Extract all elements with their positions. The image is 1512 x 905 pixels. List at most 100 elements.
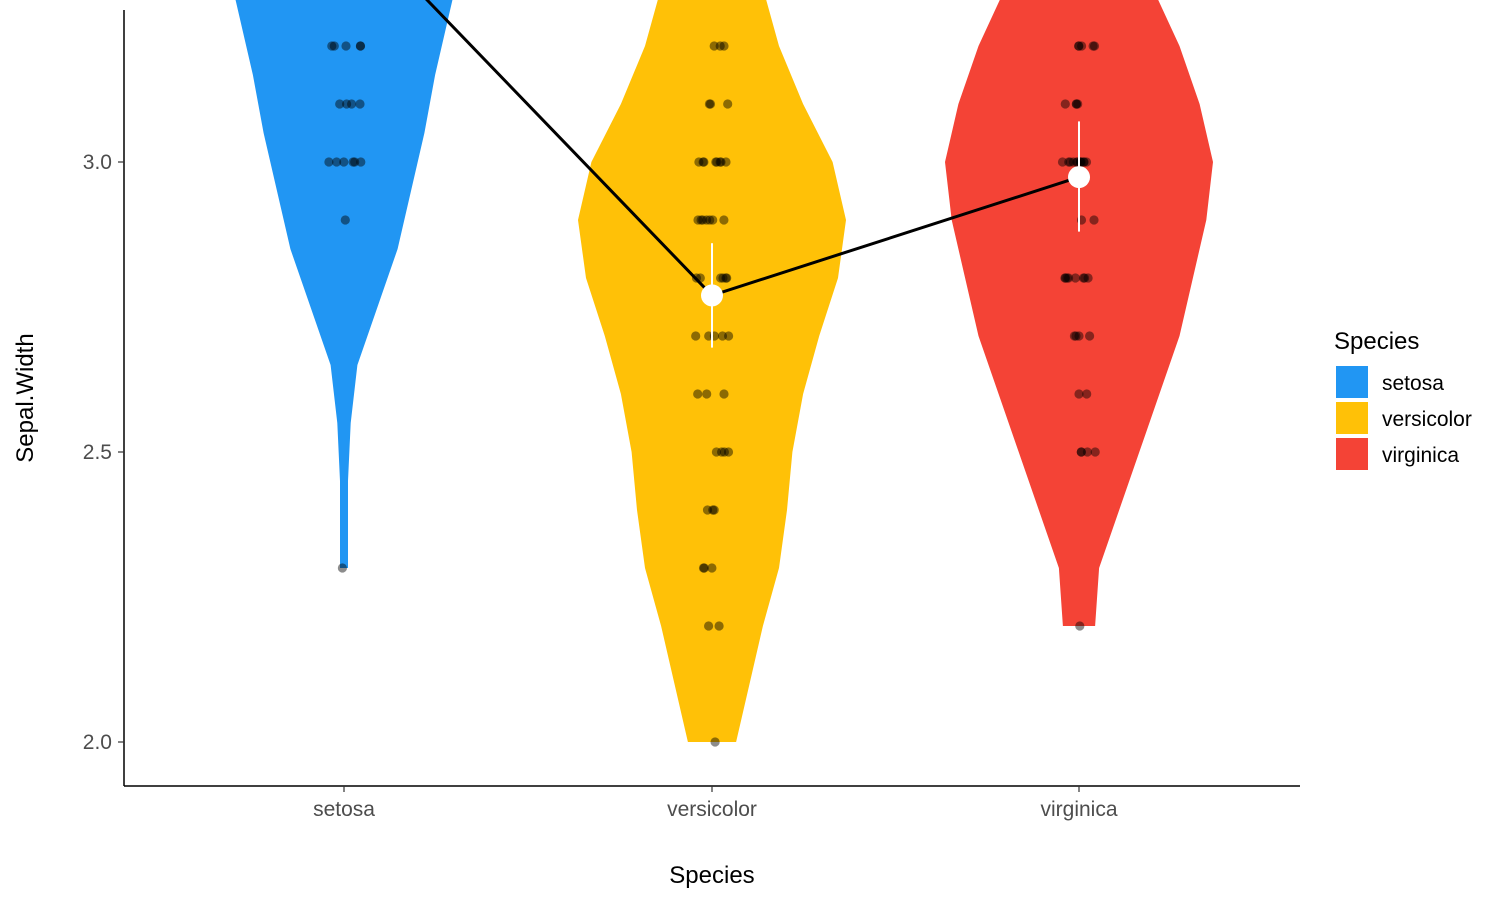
data-point xyxy=(709,505,719,515)
data-point xyxy=(324,157,334,167)
data-point xyxy=(355,41,366,51)
data-point xyxy=(708,505,718,515)
data-point xyxy=(339,157,349,167)
data-point xyxy=(721,273,731,283)
data-point xyxy=(327,41,337,51)
data-point xyxy=(1074,331,1084,341)
data-point xyxy=(332,157,342,167)
data-point xyxy=(1089,41,1100,51)
data-point xyxy=(719,215,729,225)
data-point xyxy=(1060,273,1071,283)
violin-virginica xyxy=(945,0,1213,626)
data-point xyxy=(1064,273,1074,283)
x-tick-label-versicolor: versicolor xyxy=(667,798,757,821)
data-point xyxy=(722,273,732,283)
data-point xyxy=(699,157,709,167)
data-point xyxy=(356,157,366,167)
data-point xyxy=(705,215,715,225)
data-point xyxy=(1090,447,1100,457)
data-point xyxy=(724,331,734,341)
data-point xyxy=(1065,157,1075,167)
data-point xyxy=(718,273,728,283)
y-axis-title: Sepal.Width xyxy=(12,333,39,462)
data-point xyxy=(702,389,712,399)
data-point xyxy=(337,563,347,573)
legend-label-versicolor: versicolor xyxy=(1382,408,1472,431)
data-point xyxy=(1071,331,1081,341)
data-point xyxy=(698,215,708,225)
data-point xyxy=(1078,273,1088,283)
data-point xyxy=(708,215,718,225)
data-point xyxy=(1079,157,1089,167)
x-axis-title: Species xyxy=(669,862,754,889)
data-point xyxy=(1080,273,1090,283)
data-point xyxy=(355,41,365,51)
data-point xyxy=(1060,273,1070,283)
data-point xyxy=(350,157,360,167)
violin-versicolor xyxy=(578,0,846,742)
data-point xyxy=(696,215,706,225)
data-point xyxy=(1074,41,1084,51)
data-point xyxy=(715,157,725,167)
data-point xyxy=(1074,389,1084,399)
mean-point-virginica xyxy=(1068,166,1090,189)
data-point xyxy=(712,157,722,167)
y-tick-label: 2.5 xyxy=(83,441,112,464)
data-point xyxy=(1081,157,1092,167)
legend-swatch-versicolor xyxy=(1336,402,1368,434)
y-tick-label: 3.0 xyxy=(83,151,112,174)
x-tick-label-virginica: virginica xyxy=(1040,798,1117,821)
data-point xyxy=(347,99,357,109)
data-point xyxy=(710,737,720,747)
data-point xyxy=(1076,447,1086,457)
data-point xyxy=(1077,41,1087,51)
legend-swatch-setosa xyxy=(1336,366,1368,398)
data-point xyxy=(1076,447,1086,457)
legend-label-setosa: setosa xyxy=(1382,372,1444,395)
data-point xyxy=(699,563,709,573)
data-point xyxy=(704,621,714,631)
legend-swatch-virginica xyxy=(1336,438,1368,470)
data-point xyxy=(1073,99,1083,109)
legend-items: setosa versicolor virginica xyxy=(1336,366,1472,470)
mean-summary-layer xyxy=(425,0,1090,348)
data-point xyxy=(1068,157,1078,167)
data-point xyxy=(1060,99,1070,109)
data-point xyxy=(717,331,728,341)
data-point xyxy=(719,447,730,457)
data-point xyxy=(355,99,365,109)
data-point xyxy=(340,215,350,225)
data-point xyxy=(723,99,733,109)
mean-point-versicolor xyxy=(701,284,723,307)
data-point xyxy=(715,41,725,51)
data-point xyxy=(691,331,701,341)
data-point xyxy=(348,157,358,167)
data-point xyxy=(1088,41,1098,51)
data-point xyxy=(705,99,716,109)
data-point xyxy=(1082,389,1092,399)
data-point xyxy=(1085,331,1095,341)
data-point xyxy=(707,563,717,573)
data-point xyxy=(694,157,704,167)
data-point xyxy=(1074,41,1084,51)
data-point xyxy=(698,157,708,167)
data-point xyxy=(1069,331,1079,341)
y-tick-label: 2.0 xyxy=(83,731,112,754)
legend-title: Species xyxy=(1334,328,1419,355)
data-point xyxy=(714,621,724,631)
data-point xyxy=(698,563,709,573)
legend: Species setosa versicolor virginica xyxy=(1334,328,1472,470)
data-point xyxy=(719,41,729,51)
data-point xyxy=(1071,99,1082,109)
data-point xyxy=(1071,99,1081,109)
data-point xyxy=(702,215,712,225)
data-point xyxy=(342,99,352,109)
data-point xyxy=(721,157,731,167)
data-point xyxy=(719,389,729,399)
data-point xyxy=(1062,273,1072,283)
data-point xyxy=(711,447,722,457)
data-point xyxy=(1079,157,1089,167)
data-point xyxy=(1075,621,1085,631)
